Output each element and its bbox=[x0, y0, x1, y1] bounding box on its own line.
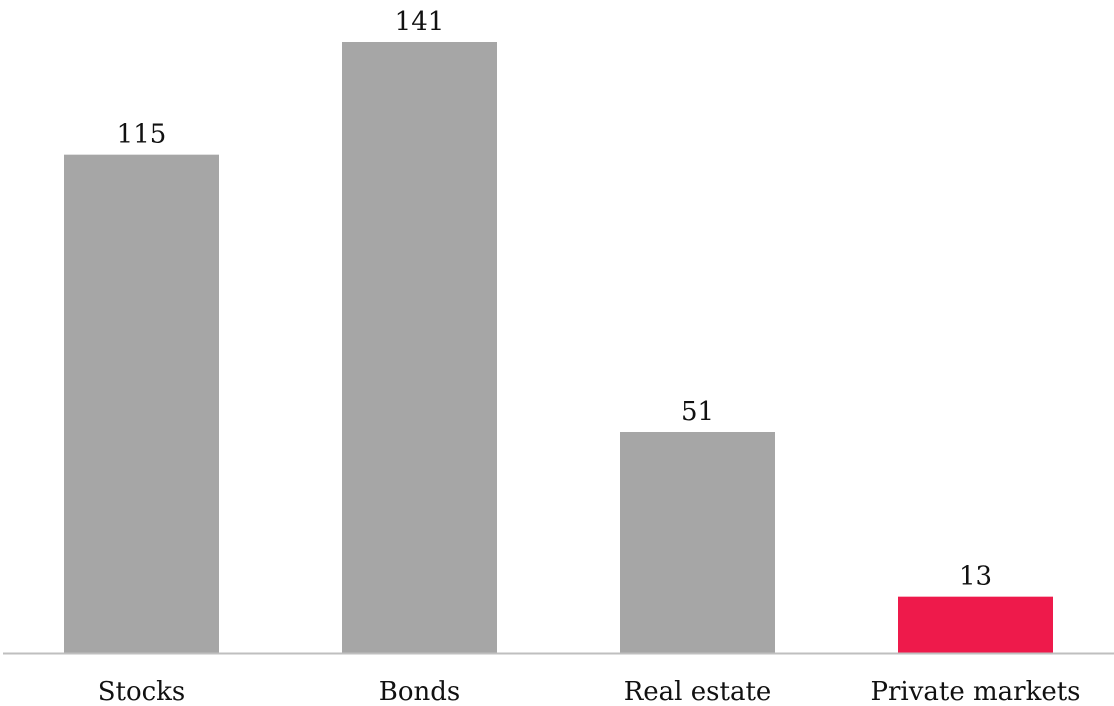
bar-private-markets bbox=[898, 596, 1053, 653]
bar-real-estate bbox=[620, 432, 775, 653]
data-label-bonds: 141 bbox=[395, 7, 445, 37]
data-label-real-estate: 51 bbox=[681, 397, 714, 427]
data-label-private-markets: 13 bbox=[959, 562, 992, 592]
data-label-stocks: 115 bbox=[117, 120, 167, 150]
bars-layer bbox=[64, 42, 1053, 653]
category-label-bonds: Bonds bbox=[379, 677, 461, 706]
bar-bonds bbox=[342, 42, 497, 653]
category-label-private-markets: Private markets bbox=[870, 677, 1080, 706]
bar-stocks bbox=[64, 154, 219, 653]
category-label-real-estate: Real estate bbox=[624, 677, 772, 706]
labels-layer: 115 Stocks 141 Bonds 51 Real estate 13 Private … bbox=[98, 7, 1081, 706]
category-label-stocks: Stocks bbox=[98, 677, 186, 706]
